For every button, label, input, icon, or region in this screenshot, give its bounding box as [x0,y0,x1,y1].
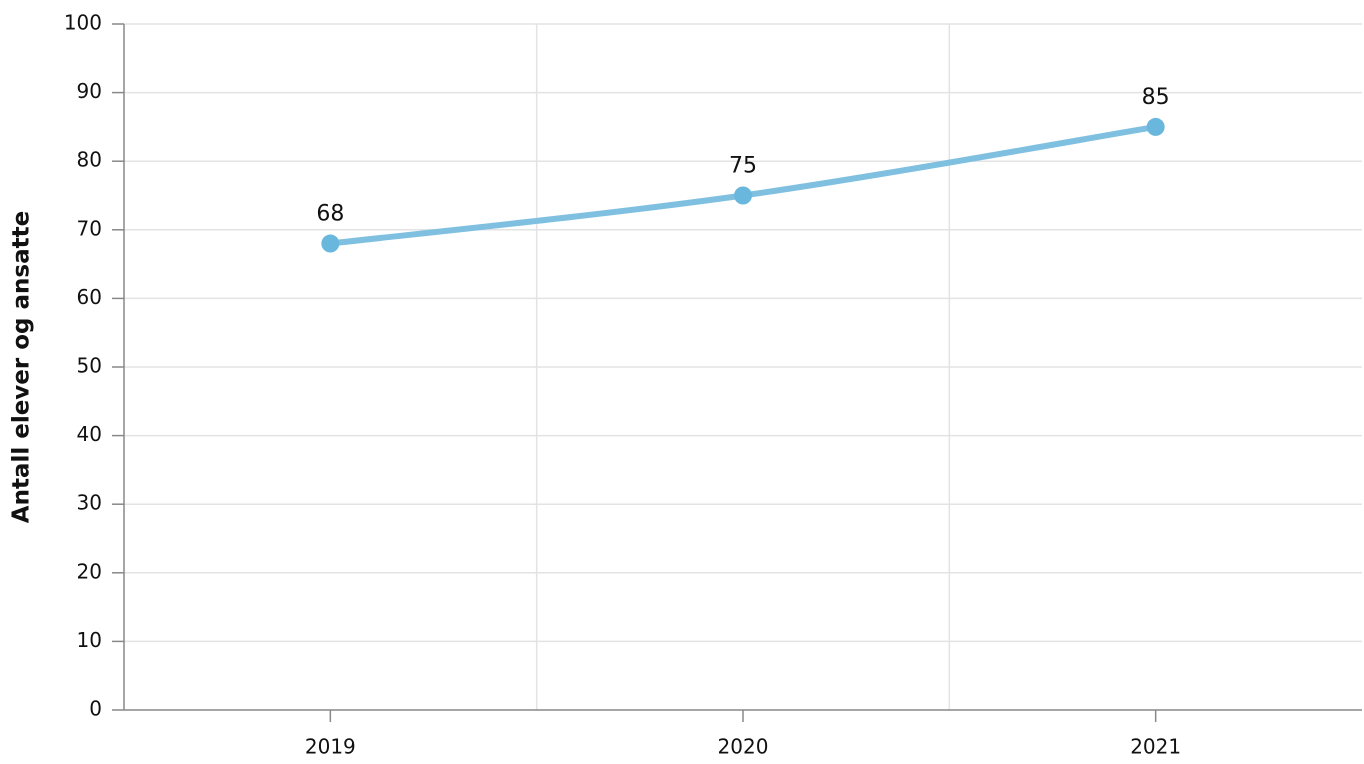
point [1146,117,1165,136]
data-label: 68 [316,202,344,227]
point [734,186,752,205]
y-tick-label: 20 [77,559,102,583]
y-tick-label: 0 [89,697,102,721]
x-tick-label: 2021 [1130,735,1181,759]
x-tick-label: 2020 [718,735,769,759]
y-tick-label: 60 [77,285,102,309]
y-tick-label: 90 [77,79,102,103]
y-tick-label: 40 [77,422,102,446]
point [321,234,340,253]
y-tick-label: 50 [77,354,102,378]
y-tick-label: 10 [77,628,102,652]
data-label: 75 [729,154,757,179]
y-axis-label: Antall elever og ansatte [9,211,35,523]
y-tick-label: 80 [77,148,102,172]
y-tick-label: 70 [77,216,102,240]
y-tick-label: 30 [77,491,102,515]
line [327,123,1159,247]
y-tick-label: 100 [64,11,102,35]
data-label: 85 [1142,85,1170,110]
x-tick-label: 2019 [305,735,356,759]
